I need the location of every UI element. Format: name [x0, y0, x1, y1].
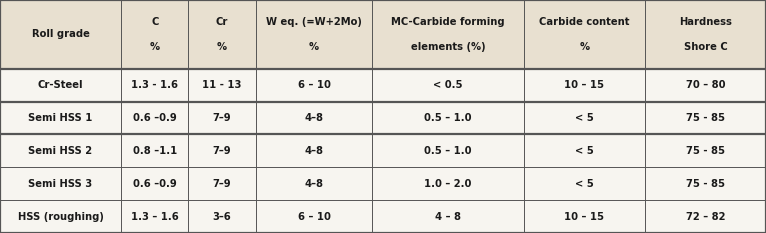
Text: Semi HSS 1: Semi HSS 1	[28, 113, 93, 123]
Text: < 5: < 5	[575, 179, 594, 189]
Text: 3–6: 3–6	[213, 212, 231, 222]
Text: 4–8: 4–8	[305, 146, 323, 156]
Text: 0.6 –0.9: 0.6 –0.9	[133, 179, 177, 189]
Bar	[0, 0, 766, 69]
Text: Roll grade: Roll grade	[31, 29, 90, 39]
Text: 0.5 – 1.0: 0.5 – 1.0	[424, 146, 472, 156]
Bar	[0, 167, 766, 200]
Bar	[0, 102, 766, 134]
Text: MC-Carbide forming

elements (%): MC-Carbide forming elements (%)	[391, 17, 505, 52]
Text: 75 - 85: 75 - 85	[686, 113, 725, 123]
Text: W eq. (=W+2Mo)

%: W eq. (=W+2Mo) %	[266, 17, 362, 52]
Text: 6 – 10: 6 – 10	[298, 212, 330, 222]
Text: 0.5 – 1.0: 0.5 – 1.0	[424, 113, 472, 123]
Text: 75 - 85: 75 - 85	[686, 179, 725, 189]
Text: Hardness

Shore C: Hardness Shore C	[679, 17, 732, 52]
Text: 10 – 15: 10 – 15	[565, 80, 604, 90]
Text: Carbide content

%: Carbide content %	[539, 17, 630, 52]
Text: Cr

%: Cr %	[216, 17, 228, 52]
Text: 72 – 82: 72 – 82	[686, 212, 725, 222]
Text: < 5: < 5	[575, 113, 594, 123]
Text: 7–9: 7–9	[213, 146, 231, 156]
Text: 70 – 80: 70 – 80	[686, 80, 725, 90]
Text: 1.3 – 1.6: 1.3 – 1.6	[131, 212, 178, 222]
Bar	[0, 200, 766, 233]
Text: C

%: C %	[149, 17, 160, 52]
Text: 0.6 –0.9: 0.6 –0.9	[133, 113, 177, 123]
Text: Semi HSS 3: Semi HSS 3	[28, 179, 93, 189]
Text: < 0.5: < 0.5	[434, 80, 463, 90]
Text: 4 – 8: 4 – 8	[435, 212, 461, 222]
Text: 75 - 85: 75 - 85	[686, 146, 725, 156]
Text: HSS (roughing): HSS (roughing)	[18, 212, 103, 222]
Text: 1.3 - 1.6: 1.3 - 1.6	[131, 80, 178, 90]
Bar	[0, 134, 766, 167]
Text: Cr-Steel: Cr-Steel	[38, 80, 83, 90]
Text: Semi HSS 2: Semi HSS 2	[28, 146, 93, 156]
Text: 7–9: 7–9	[213, 179, 231, 189]
Text: 11 - 13: 11 - 13	[202, 80, 242, 90]
Text: 1.0 – 2.0: 1.0 – 2.0	[424, 179, 472, 189]
Text: 4–8: 4–8	[305, 179, 323, 189]
Bar	[0, 69, 766, 102]
Text: 7–9: 7–9	[213, 113, 231, 123]
Text: 6 – 10: 6 – 10	[298, 80, 330, 90]
Text: < 5: < 5	[575, 146, 594, 156]
Text: 0.8 –1.1: 0.8 –1.1	[133, 146, 177, 156]
Text: 10 – 15: 10 – 15	[565, 212, 604, 222]
Text: 4–8: 4–8	[305, 113, 323, 123]
